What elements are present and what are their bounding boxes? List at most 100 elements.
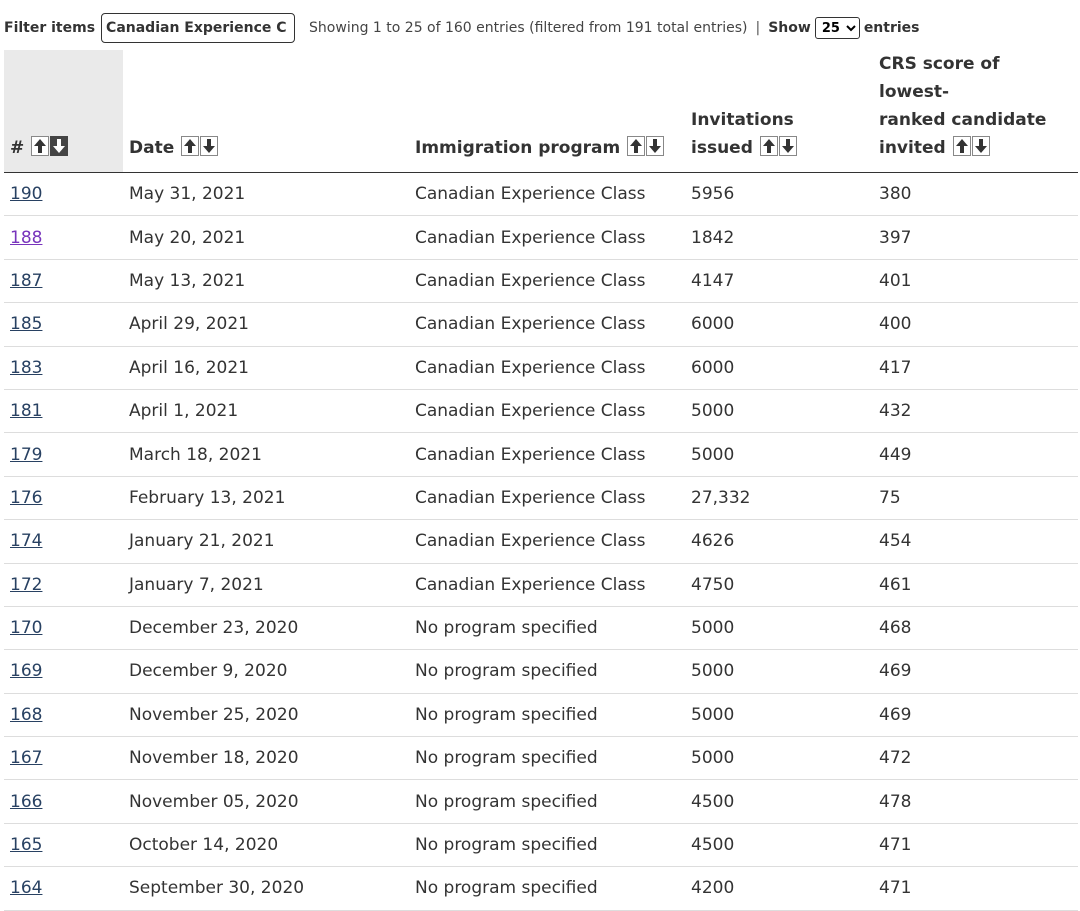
table-cell-date: March 18, 2021 xyxy=(123,432,409,477)
sort-ascending-button[interactable] xyxy=(759,136,778,156)
sort-descending-button[interactable] xyxy=(778,136,797,156)
round-number-link[interactable]: 170 xyxy=(10,618,43,639)
crs-score: 472 xyxy=(879,748,912,769)
table-row: 165 October 14, 2020 No program specified 4… xyxy=(4,823,1078,868)
round-number-link[interactable]: 183 xyxy=(10,357,43,378)
table-cell-invitations: 5000 xyxy=(685,693,873,738)
round-number-link[interactable]: 188 xyxy=(10,227,43,248)
sort-descending-button[interactable] xyxy=(50,136,69,156)
table-cell-date: January 7, 2021 xyxy=(123,563,409,607)
table-row: 181 April 1, 2021 Canadian Experience Clas… xyxy=(4,389,1078,434)
table-cell-date: December 23, 2020 xyxy=(123,606,409,651)
round-program: Canadian Experience Class xyxy=(415,270,646,291)
round-date: May 20, 2021 xyxy=(129,227,246,248)
table-cell-crs: 449 xyxy=(873,432,1078,477)
table-cell-num: 168 xyxy=(4,693,123,738)
round-program: No program specified xyxy=(415,748,598,769)
invitations-issued: 5000 xyxy=(691,618,735,639)
round-program: Canadian Experience Class xyxy=(415,487,646,508)
table-cell-program: Canadian Experience Class xyxy=(409,259,685,304)
table-cell-invitations: 5000 xyxy=(685,649,873,694)
column-header-crs-label-line1: CRS score of lowest- xyxy=(879,54,1000,102)
round-date: December 9, 2020 xyxy=(129,661,288,682)
round-date: September 30, 2020 xyxy=(129,878,305,899)
arrow-down-icon xyxy=(974,139,987,153)
column-header-number-label: # xyxy=(10,138,25,158)
table-row: 172 January 7, 2021 Canadian Experience Cl… xyxy=(4,563,1078,607)
column-header-crs-label-line2: ranked candidate xyxy=(879,110,1047,130)
invitations-issued: 4500 xyxy=(691,791,735,812)
sort-ascending-button[interactable] xyxy=(181,136,200,156)
column-header-crs: CRS score of lowest- ranked candidate in… xyxy=(873,50,1078,173)
table-cell-invitations: 4147 xyxy=(685,259,873,304)
table-cell-crs: 454 xyxy=(873,519,1078,564)
table-cell-program: Canadian Experience Class xyxy=(409,302,685,347)
entries-label: entries xyxy=(863,20,920,36)
round-number-link[interactable]: 165 xyxy=(10,835,43,856)
table-cell-date: December 9, 2020 xyxy=(123,649,409,694)
round-number-link[interactable]: 174 xyxy=(10,531,43,552)
table-cell-crs: 469 xyxy=(873,649,1078,694)
arrow-up-icon xyxy=(630,139,643,153)
entries-info: Showing 1 to 25 of 160 entries (filtered… xyxy=(309,20,748,36)
round-program: Canadian Experience Class xyxy=(415,314,646,335)
table-cell-program: Canadian Experience Class xyxy=(409,476,685,521)
table-cell-date: April 1, 2021 xyxy=(123,389,409,434)
table-cell-num: 164 xyxy=(4,866,123,911)
round-date: January 21, 2021 xyxy=(129,531,275,552)
round-number-link[interactable]: 167 xyxy=(10,748,43,769)
table-cell-crs: 469 xyxy=(873,693,1078,738)
round-number-link[interactable]: 166 xyxy=(10,791,43,812)
round-number-link[interactable]: 185 xyxy=(10,314,43,335)
sort-descending-button[interactable] xyxy=(200,136,219,156)
table-cell-program: No program specified xyxy=(409,736,685,781)
arrow-down-icon xyxy=(53,139,66,153)
round-number-link[interactable]: 176 xyxy=(10,487,43,508)
crs-score: 432 xyxy=(879,401,912,422)
round-number-link[interactable]: 179 xyxy=(10,444,43,465)
table-row: 164 September 30, 2020 No program specifie… xyxy=(4,866,1078,911)
table-cell-invitations: 5000 xyxy=(685,432,873,477)
round-number-link[interactable]: 164 xyxy=(10,878,43,899)
round-number-link[interactable]: 172 xyxy=(10,574,43,595)
table-cell-crs: 417 xyxy=(873,346,1078,390)
invitations-issued: 4626 xyxy=(691,531,735,552)
round-number-link[interactable]: 168 xyxy=(10,704,43,725)
round-date: April 1, 2021 xyxy=(129,401,239,422)
sort-descending-button[interactable] xyxy=(971,136,990,156)
round-program: No program specified xyxy=(415,704,598,725)
table-cell-num: 170 xyxy=(4,606,123,651)
table-cell-num: 185 xyxy=(4,302,123,347)
sort-ascending-button[interactable] xyxy=(627,136,646,156)
round-number-link[interactable]: 181 xyxy=(10,401,43,422)
filter-input[interactable] xyxy=(101,13,296,43)
table-cell-num: 187 xyxy=(4,259,123,304)
table-cell-num: 165 xyxy=(4,823,123,868)
sort-ascending-button[interactable] xyxy=(952,136,971,156)
round-date: October 14, 2020 xyxy=(129,835,279,856)
table-cell-crs: 401 xyxy=(873,259,1078,304)
round-program: Canadian Experience Class xyxy=(415,184,646,205)
invitations-issued: 4147 xyxy=(691,270,735,291)
table-cell-program: No program specified xyxy=(409,649,685,694)
round-date: April 16, 2021 xyxy=(129,357,249,378)
sort-descending-button[interactable] xyxy=(646,136,665,156)
filter-label: Filter items xyxy=(4,20,96,36)
column-header-invitations-label-line2: issued xyxy=(691,138,753,158)
page-size-select[interactable]: 25 xyxy=(814,17,860,39)
table-cell-crs: 400 xyxy=(873,302,1078,347)
table-cell-invitations: 5000 xyxy=(685,736,873,781)
table-cell-crs: 471 xyxy=(873,866,1078,911)
table-cell-invitations: 4500 xyxy=(685,779,873,824)
round-number-link[interactable]: 187 xyxy=(10,270,43,291)
table-row: 166 November 05, 2020 No program specified… xyxy=(4,779,1078,824)
table-body: 190 May 31, 2021 Canadian Experience Class… xyxy=(4,172,1078,911)
round-date: April 29, 2021 xyxy=(129,314,249,335)
round-number-link[interactable]: 169 xyxy=(10,661,43,682)
table-toolbar: Filter items Showing 1 to 25 of 160 entr… xyxy=(4,10,1074,46)
table-cell-program: Canadian Experience Class xyxy=(409,563,685,607)
toolbar-separator: | xyxy=(755,20,761,36)
round-number-link[interactable]: 190 xyxy=(10,184,43,205)
sort-ascending-button[interactable] xyxy=(31,136,50,156)
table-row: 179 March 18, 2021 Canadian Experience Cla… xyxy=(4,432,1078,477)
